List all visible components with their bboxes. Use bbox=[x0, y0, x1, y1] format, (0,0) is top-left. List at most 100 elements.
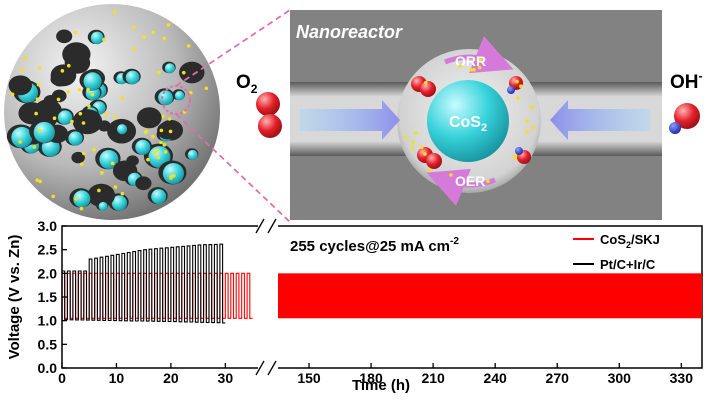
yellow-dot bbox=[159, 128, 164, 133]
yellow-dot bbox=[92, 147, 96, 152]
orr-label: ORR bbox=[455, 53, 486, 69]
o2-molecule-outer bbox=[256, 92, 282, 138]
pore bbox=[135, 176, 152, 191]
series-cos2-skj-right bbox=[278, 273, 702, 319]
yellow-dot bbox=[449, 173, 453, 177]
oh-molecule-outer bbox=[669, 103, 700, 134]
y-tick-label: 1.0 bbox=[38, 313, 58, 329]
y-tick-label: 3.0 bbox=[38, 218, 58, 234]
yellow-dot bbox=[204, 86, 209, 91]
yellow-dot bbox=[413, 131, 418, 135]
yellow-dot bbox=[36, 83, 41, 87]
yellow-dot bbox=[60, 69, 65, 73]
x-tick-label: 30 bbox=[218, 370, 234, 386]
yellow-dot bbox=[51, 194, 56, 199]
y-tick-label: 0.5 bbox=[38, 336, 58, 352]
x-tick-label: 150 bbox=[297, 370, 321, 386]
yellow-dot bbox=[97, 188, 101, 193]
yellow-dot bbox=[525, 119, 529, 123]
cos2-particle bbox=[33, 121, 55, 143]
yellow-dot bbox=[151, 30, 156, 35]
yellow-dot bbox=[410, 146, 415, 150]
oh-molecule-inner-bottom bbox=[515, 147, 531, 164]
chart-axes: 0.0 0.5 1.0 1.5 2.0 2.5 3.0 0 10 20 30 150 180 210 240… bbox=[38, 218, 694, 386]
yellow-dot bbox=[87, 104, 91, 108]
axis-break-marks bbox=[255, 218, 277, 376]
pore bbox=[8, 75, 33, 96]
pore bbox=[126, 155, 139, 167]
yellow-dot bbox=[81, 121, 86, 125]
inflow-arrow-left bbox=[300, 100, 400, 140]
y-tick-label: 2.0 bbox=[38, 265, 58, 281]
yellow-dot bbox=[90, 92, 95, 97]
pore bbox=[179, 61, 205, 84]
yellow-dot bbox=[423, 152, 427, 156]
pore bbox=[136, 107, 162, 129]
yellow-dot bbox=[403, 135, 408, 139]
pore bbox=[87, 183, 116, 208]
yellow-dot bbox=[155, 148, 160, 153]
yellow-dot bbox=[38, 179, 42, 184]
yellow-dot bbox=[74, 197, 78, 201]
cos2-particle bbox=[73, 190, 91, 208]
o2-molecule-inner-top bbox=[411, 76, 436, 97]
yellow-dot bbox=[120, 95, 125, 100]
panel-title: Nanoreactor bbox=[296, 22, 403, 42]
x-tick-label: 300 bbox=[608, 370, 632, 386]
pore bbox=[157, 121, 178, 140]
oer-label: OER bbox=[455, 173, 485, 189]
yellow-dot bbox=[131, 47, 136, 51]
yellow-dot bbox=[70, 119, 74, 124]
cos2-particle bbox=[164, 63, 176, 74]
yellow-dot bbox=[86, 87, 90, 92]
oer-arrow bbox=[426, 168, 496, 206]
cos2-particle bbox=[57, 110, 73, 125]
oh-label: OH- bbox=[670, 69, 703, 93]
yellow-dot bbox=[162, 143, 167, 147]
yellow-dot bbox=[23, 56, 27, 60]
x-tick-label: 270 bbox=[546, 370, 570, 386]
cos2-particle bbox=[98, 201, 108, 211]
cos2-particle bbox=[135, 139, 151, 155]
sphere-nanoparticles bbox=[10, 10, 209, 211]
yellow-dot bbox=[162, 36, 167, 41]
yellow-dot bbox=[10, 92, 15, 97]
yellow-dot bbox=[144, 129, 149, 134]
cos2-particle bbox=[162, 162, 184, 185]
yellow-dot bbox=[167, 117, 172, 121]
yellow-dot bbox=[67, 63, 71, 68]
x-tick-label: 330 bbox=[670, 370, 694, 386]
yellow-dot bbox=[79, 162, 84, 166]
yellow-dot bbox=[166, 23, 171, 27]
yellow-dot bbox=[168, 129, 173, 134]
core-label: CoS2 bbox=[449, 114, 487, 134]
x-tick-label: 240 bbox=[483, 370, 507, 386]
cos2-particle bbox=[111, 195, 128, 211]
yellow-dot bbox=[427, 168, 432, 173]
cos2-particle bbox=[83, 72, 102, 91]
zoom-line-top bbox=[175, 9, 291, 87]
yellow-dot bbox=[163, 150, 168, 154]
pore bbox=[56, 29, 73, 44]
zoom-line-bottom bbox=[175, 113, 291, 223]
yellow-dot bbox=[423, 80, 428, 85]
series-ptc-irc bbox=[61, 243, 226, 324]
cos2-particle bbox=[174, 90, 185, 101]
x-tick-label: 210 bbox=[421, 370, 445, 386]
yellow-dot bbox=[146, 157, 150, 162]
cos2-particle bbox=[68, 131, 83, 146]
axis-break-gap bbox=[258, 222, 278, 372]
x-tick-label: 0 bbox=[58, 370, 66, 386]
yellow-dot bbox=[530, 125, 535, 130]
cos2-particle bbox=[151, 189, 167, 205]
yellow-dot bbox=[411, 140, 415, 144]
x-axis-label: Time (h) bbox=[352, 377, 410, 394]
yellow-dot bbox=[515, 79, 519, 84]
yellow-dot bbox=[102, 37, 106, 42]
yellow-dot bbox=[113, 115, 117, 119]
yellow-dot bbox=[66, 89, 71, 94]
cos2-particle bbox=[90, 31, 104, 45]
yellow-dot bbox=[186, 44, 191, 48]
yellow-dot bbox=[472, 67, 476, 72]
